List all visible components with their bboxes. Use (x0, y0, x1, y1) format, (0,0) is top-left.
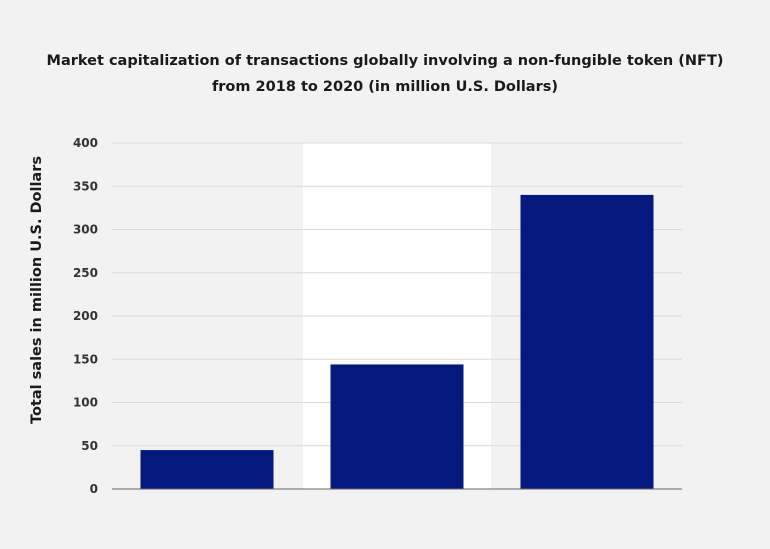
y-tick-label: 150 (73, 352, 98, 366)
y-tick-label: 350 (73, 179, 98, 193)
chart-title-line-2: from 2018 to 2020 (in million U.S. Dolla… (211, 79, 559, 95)
y-tick-label: 100 (73, 396, 98, 410)
chart-title-line-1: Market capitalization of transactions gl… (46, 53, 724, 69)
y-tick-label: 300 (73, 223, 98, 237)
y-tick-label: 50 (81, 439, 98, 453)
bar (330, 364, 464, 489)
chart-title: Market capitalization of transactions gl… (0, 48, 770, 100)
y-tick-label: 0 (90, 482, 98, 496)
bar (520, 194, 654, 489)
y-tick-label: 400 (73, 136, 98, 150)
bar (140, 450, 274, 489)
y-tick-label: 200 (73, 309, 98, 323)
y-tick-label: 250 (73, 266, 98, 280)
